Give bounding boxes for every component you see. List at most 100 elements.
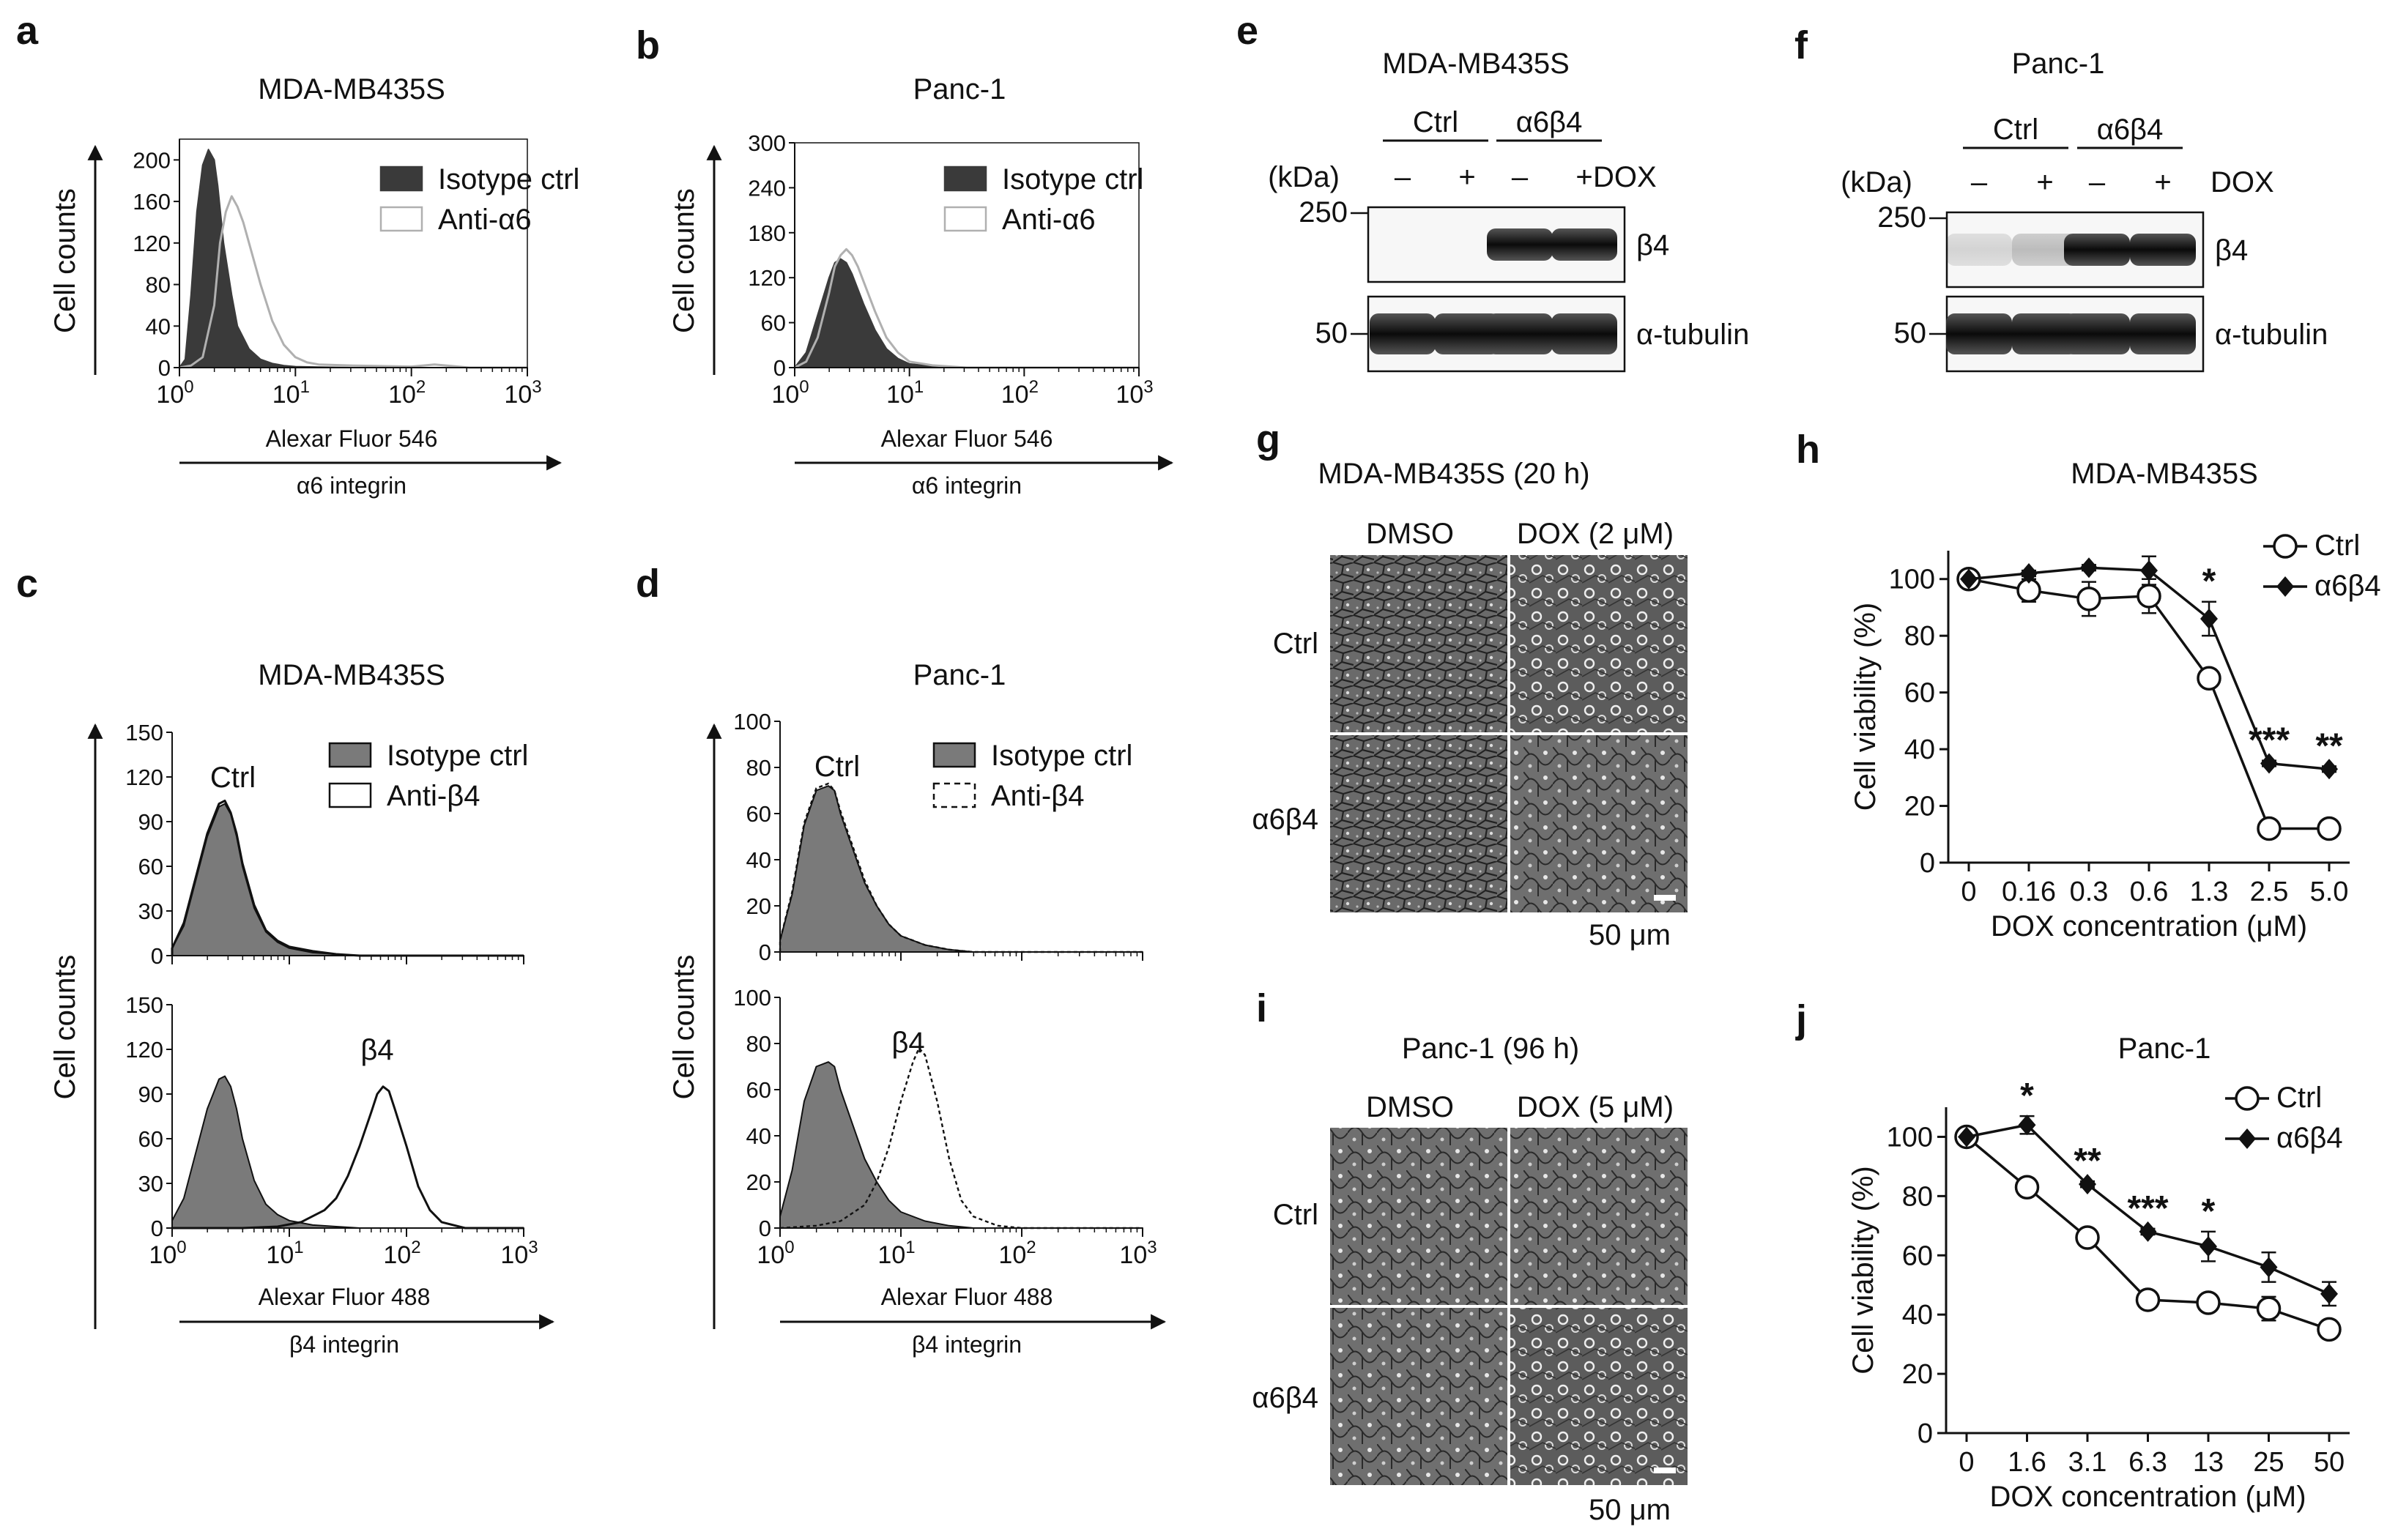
hist-a-xtick-label: 103 bbox=[504, 377, 541, 409]
microscopy-panel-g: MDA-MB435S (20 h) DMSO DOX (2 μM) Ctrl α… bbox=[1252, 458, 1688, 951]
hist-d-ylabel: Cell counts bbox=[668, 955, 700, 1100]
micro-i-ctrl-dox bbox=[1510, 1128, 1688, 1305]
line-h-point-a6b4 bbox=[2080, 557, 2098, 579]
hist-b-legend-label: Isotype ctrl bbox=[1002, 163, 1143, 196]
hist-d-legend-swatch bbox=[932, 742, 976, 768]
line-j-point-ctrl bbox=[2135, 1287, 2161, 1312]
line-j-ylabel: Cell viability (%) bbox=[1847, 1166, 1879, 1375]
line-chart-h: MDA-MB435S 0 20 40 60 80 100 0 0.16 0.3 0.6 1.3 2.5 5… bbox=[1849, 458, 2381, 942]
hist-d-sub1-xtick-label: 102 bbox=[998, 1238, 1036, 1269]
hist-c-sub0-ytick-label: 150 bbox=[125, 720, 163, 745]
line-h-xtick-label: 0.3 bbox=[2070, 877, 2109, 907]
wb-e-group-ctrl: Ctrl bbox=[1413, 106, 1458, 138]
wb-e-band-b4 bbox=[1487, 228, 1553, 261]
micro-i-dox: DOX (5 μM) bbox=[1517, 1091, 1674, 1123]
hist-d-legend-label: Anti-β4 bbox=[991, 780, 1085, 812]
hist-b-ytick-label: 180 bbox=[748, 220, 786, 246]
line-h-point-a6b4 bbox=[2260, 753, 2278, 774]
line-h-legend-marker bbox=[2273, 534, 2298, 559]
line-h-title: MDA-MB435S bbox=[2071, 458, 2258, 490]
wb-f-band-b4 bbox=[2130, 234, 2196, 266]
wb-f-lane-sign: – bbox=[2089, 166, 2106, 198]
wb-f-band-tub bbox=[2064, 313, 2130, 354]
line-h-point-a6b4 bbox=[2200, 608, 2218, 629]
wb-f-title: Panc-1 bbox=[2012, 48, 2105, 80]
line-h-significance: *** bbox=[2249, 721, 2290, 760]
histogram-panel-a: MDA-MB435S Cell counts Alexar Fluor 546 α6 … bbox=[49, 73, 579, 499]
line-h-point-a6b4 bbox=[2020, 562, 2038, 584]
hist-d-sub0-series-isotype bbox=[779, 785, 1143, 953]
line-j-xtick-label: 50 bbox=[2314, 1447, 2345, 1478]
line-j-point-a6b4 bbox=[2139, 1221, 2157, 1242]
hist-b-ytick-label: 60 bbox=[761, 310, 786, 336]
micro-i-row-a6b4: α6β4 bbox=[1252, 1382, 1318, 1414]
hist-c-sub0-series-isotype bbox=[171, 803, 524, 956]
wb-e-band-tub bbox=[1487, 313, 1553, 354]
hist-a-ytick-label: 0 bbox=[158, 355, 171, 381]
hist-a-legend-label: Anti-α6 bbox=[438, 204, 532, 236]
hist-c-sub1-xtick-label: 101 bbox=[266, 1238, 303, 1269]
hist-b-ytick-label: 240 bbox=[748, 175, 786, 201]
line-h-xtick-label: 2.5 bbox=[2250, 877, 2289, 907]
hist-d-sub-label: Ctrl bbox=[814, 751, 860, 783]
hist-c-sub1-ytick-label: 150 bbox=[125, 992, 163, 1018]
wb-f-band-tub bbox=[1946, 313, 2012, 354]
hist-a-xtick-label: 101 bbox=[272, 377, 310, 409]
hist-c-legend-label: Anti-β4 bbox=[387, 780, 480, 812]
hist-a-plot-frame bbox=[179, 138, 528, 368]
hist-c-sub1-xtick-label: 100 bbox=[149, 1238, 186, 1269]
line-j-ytick-label: 100 bbox=[1887, 1122, 1933, 1153]
line-h-legend-marker bbox=[2276, 576, 2294, 597]
line-h-ytick-label: 20 bbox=[1904, 792, 1935, 822]
hist-b-xtick-label: 100 bbox=[771, 377, 809, 409]
hist-c-sub0-ytick-label: 0 bbox=[151, 943, 163, 969]
wb-e-group-a6b4: α6β4 bbox=[1516, 106, 1583, 138]
panel-label-c: c bbox=[16, 562, 38, 606]
hist-d-sub1-xtick-label: 100 bbox=[757, 1238, 794, 1269]
hist-c-sub0-ytick-label: 30 bbox=[138, 899, 163, 924]
micro-g-scale-label: 50 μm bbox=[1589, 919, 1671, 951]
hist-c-sub-label: β4 bbox=[360, 1034, 393, 1066]
line-j-point-ctrl bbox=[2256, 1296, 2282, 1321]
hist-b-xtick-label: 101 bbox=[886, 377, 924, 409]
panel-label-g: g bbox=[1256, 417, 1280, 461]
hist-c-legend-swatch bbox=[328, 782, 372, 808]
hist-c-legend-label: Isotype ctrl bbox=[387, 740, 528, 772]
wb-f-lane-sign: + bbox=[2154, 166, 2171, 198]
hist-d-title: Panc-1 bbox=[913, 659, 1006, 691]
line-h-ytick-label: 60 bbox=[1904, 678, 1935, 709]
micro-i-scale-label: 50 μm bbox=[1589, 1494, 1671, 1526]
line-h-ytick-label: 100 bbox=[1889, 565, 1935, 595]
line-j-significance: ** bbox=[2074, 1142, 2101, 1180]
hist-d-sub1-ytick-label: 80 bbox=[746, 1031, 771, 1057]
panel-label-b: b bbox=[636, 23, 660, 67]
micro-g-ctrl-dox bbox=[1510, 555, 1688, 732]
histogram-panel-b: Panc-1 Cell counts Alexar Fluor 546 α6 inte… bbox=[668, 73, 1174, 499]
hist-a-ylabel: Cell counts bbox=[49, 188, 81, 333]
panel-label-f: f bbox=[1794, 23, 1808, 67]
hist-a-xlabel: Alexar Fluor 546 bbox=[266, 425, 438, 452]
hist-a-title: MDA-MB435S bbox=[258, 73, 445, 105]
micro-i-row-ctrl: Ctrl bbox=[1273, 1199, 1318, 1231]
line-j-ytick-label: 0 bbox=[1918, 1418, 1933, 1449]
micro-g-row-a6b4: α6β4 bbox=[1252, 803, 1318, 836]
wb-f-group-ctrl: Ctrl bbox=[1993, 114, 2038, 146]
panel-label-a: a bbox=[16, 9, 39, 53]
line-j-xtick-label: 6.3 bbox=[2128, 1447, 2167, 1478]
hist-d-sub1-ytick-label: 60 bbox=[746, 1077, 771, 1103]
microscopy-panel-i: Panc-1 (96 h) DMSO DOX (5 μM) Ctrl α6β4 … bbox=[1252, 1033, 1688, 1526]
panel-label-h: h bbox=[1796, 428, 1820, 472]
line-h-point-ctrl bbox=[2257, 816, 2282, 841]
hist-c-legend-swatch bbox=[328, 742, 372, 768]
line-h-legend-label: α6β4 bbox=[2315, 570, 2381, 602]
line-j-point-a6b4 bbox=[2200, 1236, 2217, 1257]
hist-c-sub0-series-anti bbox=[171, 800, 524, 957]
line-j-point-a6b4 bbox=[1958, 1126, 1975, 1147]
wb-e-lane-sign: – bbox=[1512, 161, 1529, 193]
hist-d-xlabel2: β4 integrin bbox=[912, 1331, 1022, 1358]
micro-g-dmso: DMSO bbox=[1366, 518, 1454, 550]
line-h-point-ctrl bbox=[2137, 584, 2161, 609]
line-h-ytick-label: 0 bbox=[1920, 848, 1935, 879]
wb-e-band-tub bbox=[1434, 313, 1500, 354]
